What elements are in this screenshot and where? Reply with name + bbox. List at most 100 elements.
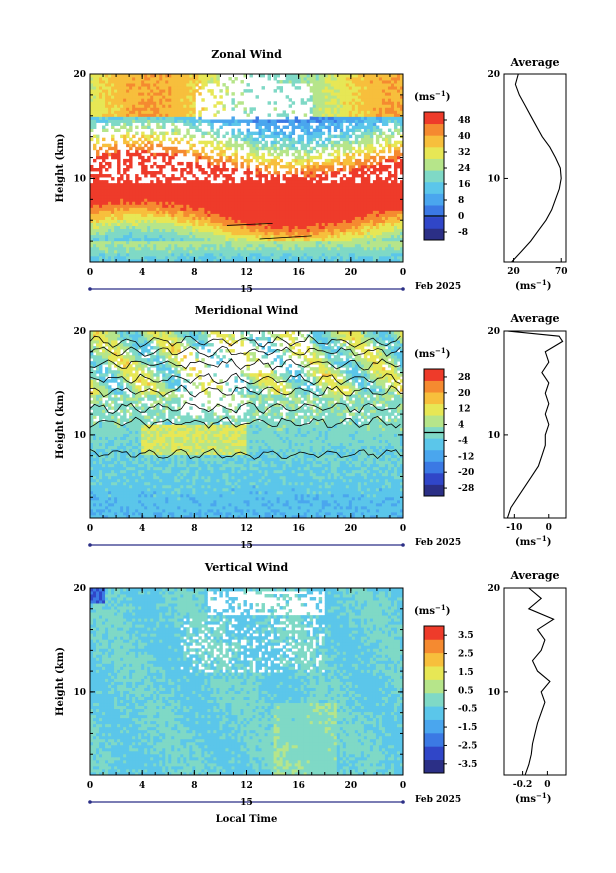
heatmap-cell xyxy=(366,249,371,254)
heatmap-cell xyxy=(141,231,145,236)
heatmap-cell xyxy=(174,80,178,84)
heatmap-cell xyxy=(393,228,398,233)
heatmap-cell xyxy=(273,213,277,217)
heatmap-cell xyxy=(171,128,175,133)
heatmap-cell xyxy=(300,216,305,220)
heatmap-cell xyxy=(123,122,127,126)
heatmap-cell xyxy=(330,237,335,242)
heatmap-cell xyxy=(366,116,371,120)
heatmap-cell xyxy=(90,228,94,233)
heatmap-cell xyxy=(207,122,211,126)
heatmap-cell xyxy=(144,174,148,178)
heatmap-cell xyxy=(330,195,335,199)
heatmap-cell xyxy=(126,237,130,242)
heatmap-cell xyxy=(102,195,106,199)
heatmap-cell xyxy=(267,234,271,239)
heatmap-cell xyxy=(108,183,112,187)
heatmap-cell xyxy=(375,213,380,217)
heatmap-cell xyxy=(165,222,169,227)
heatmap-cell xyxy=(393,252,398,257)
heatmap-cell xyxy=(180,237,184,242)
heatmap-cell xyxy=(183,92,187,96)
heatmap-cell xyxy=(117,168,121,172)
heatmap-cell xyxy=(147,219,151,223)
heatmap-cell xyxy=(336,122,341,126)
heatmap-cell xyxy=(381,225,386,230)
heatmap-cell xyxy=(117,225,121,230)
heatmap-cell xyxy=(273,180,277,184)
heatmap-cell xyxy=(396,219,401,223)
heatmap-cell xyxy=(129,89,133,93)
heatmap-cell xyxy=(243,231,247,236)
heatmap-cell xyxy=(249,149,253,154)
heatmap-cell xyxy=(93,246,97,251)
heatmap-cell xyxy=(351,110,356,114)
heatmap-cell xyxy=(264,158,268,163)
heatmap-cell xyxy=(147,210,151,214)
heatmap-cell xyxy=(102,225,106,230)
heatmap-cell xyxy=(159,219,163,223)
heatmap-cell xyxy=(327,198,332,202)
heatmap-cell xyxy=(198,240,202,245)
heatmap-cell xyxy=(264,246,268,251)
heatmap-cell xyxy=(312,164,317,169)
heatmap-cell xyxy=(186,104,190,108)
heatmap-cell xyxy=(372,107,377,111)
heatmap-cell xyxy=(336,83,341,87)
heatmap-cell xyxy=(177,216,181,220)
heatmap-cell xyxy=(387,95,392,99)
heatmap-cell xyxy=(288,168,293,172)
heatmap-cell xyxy=(312,192,317,196)
heatmap-cell xyxy=(348,83,353,87)
heatmap-cell xyxy=(189,143,193,148)
heatmap-cell xyxy=(387,192,392,196)
heatmap-cell xyxy=(123,225,127,230)
heatmap-cell xyxy=(312,231,317,236)
heatmap-cell xyxy=(243,216,247,220)
heatmap-cell xyxy=(105,113,109,117)
heatmap-cell xyxy=(108,174,112,178)
heatmap-cell xyxy=(210,258,214,263)
heatmap-cell xyxy=(372,158,377,163)
heatmap-cell xyxy=(129,192,133,196)
heatmap-cell xyxy=(288,137,293,142)
heatmap-cell xyxy=(162,231,166,236)
heatmap-cell xyxy=(279,249,284,254)
heatmap-cell xyxy=(102,201,106,205)
heatmap-cell xyxy=(357,189,362,193)
heatmap-cell xyxy=(180,116,184,120)
heatmap-cell xyxy=(195,161,199,166)
heatmap-cell xyxy=(399,101,404,105)
heatmap-cell xyxy=(177,86,181,90)
heatmap-cell xyxy=(198,231,202,236)
heatmap-cell xyxy=(390,83,395,87)
heatmap-cell xyxy=(357,95,362,99)
heatmap-cell xyxy=(333,92,338,96)
heatmap-cell xyxy=(390,143,395,148)
heatmap-cell xyxy=(180,255,184,260)
heatmap-cell xyxy=(135,234,139,239)
heatmap-cell xyxy=(354,243,359,248)
heatmap-cell xyxy=(138,92,142,96)
heatmap-cell xyxy=(360,219,365,223)
heatmap-cell xyxy=(219,146,223,151)
heatmap-cell xyxy=(120,207,124,211)
heatmap-cell xyxy=(282,219,287,223)
heatmap-cell xyxy=(138,258,142,263)
heatmap-cell xyxy=(237,210,241,214)
heatmap-cell xyxy=(135,204,139,208)
heatmap-cell xyxy=(279,201,284,205)
heatmap-cell xyxy=(327,246,332,251)
heatmap-cell xyxy=(132,207,136,211)
heatmap-cell xyxy=(114,95,118,99)
heatmap-cell xyxy=(213,198,217,202)
heatmap-cell xyxy=(372,80,377,84)
heatmap-cell xyxy=(378,207,383,211)
heatmap-cell xyxy=(138,204,142,208)
heatmap-cell xyxy=(198,110,202,114)
heatmap-cell xyxy=(339,122,344,126)
heatmap-cell xyxy=(240,195,244,199)
heatmap-cell xyxy=(294,77,299,81)
heatmap-cell xyxy=(93,204,97,208)
heatmap-cell xyxy=(102,192,106,196)
